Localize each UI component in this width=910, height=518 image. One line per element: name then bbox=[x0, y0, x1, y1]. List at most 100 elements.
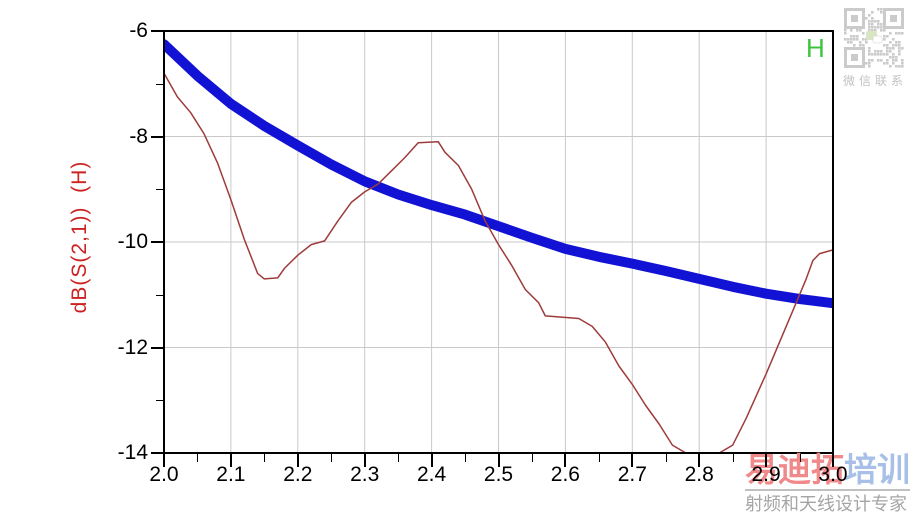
qr-module bbox=[850, 38, 853, 41]
y-tick-label: -6 bbox=[129, 19, 148, 42]
x-tick-mark bbox=[497, 454, 500, 467]
qr-module bbox=[877, 59, 880, 62]
watermark: 易迪拓培训 射频和天线设计专家 bbox=[745, 451, 910, 516]
x-tick-label: 2.0 bbox=[149, 463, 179, 486]
qr-module bbox=[892, 56, 895, 59]
x-minor-tick-mark bbox=[598, 454, 600, 462]
qr-module bbox=[901, 47, 904, 50]
y-tick-label: -12 bbox=[117, 335, 148, 359]
y-axis-title: dB(S(2,1)) (H) bbox=[68, 160, 91, 314]
qr-module bbox=[844, 32, 847, 35]
watermark-subtitle: 射频和天线设计专家 bbox=[745, 494, 907, 514]
qr-module bbox=[868, 14, 871, 17]
qr-module bbox=[901, 65, 904, 68]
qr-module bbox=[868, 59, 871, 62]
qr-module bbox=[880, 50, 883, 53]
qr-finder bbox=[883, 8, 904, 29]
watermark-brand-blue: 培训 bbox=[844, 451, 910, 488]
qr-module bbox=[868, 50, 871, 53]
qr-module bbox=[877, 53, 880, 56]
qr-module bbox=[895, 65, 898, 68]
qr-module bbox=[883, 38, 886, 41]
y-tick-label: -10 bbox=[117, 230, 148, 253]
qr-module bbox=[892, 62, 895, 65]
qr-module bbox=[844, 29, 847, 32]
qr-module bbox=[877, 26, 880, 29]
qr-module bbox=[883, 62, 886, 65]
qr-module bbox=[856, 29, 859, 32]
qr-module bbox=[880, 29, 883, 32]
qr-finder-center bbox=[851, 15, 858, 22]
qr-module bbox=[877, 23, 880, 26]
qr-module bbox=[862, 44, 865, 47]
qr-module bbox=[880, 26, 883, 29]
qr-module bbox=[889, 47, 892, 50]
x-tick-label: 2.8 bbox=[684, 463, 714, 486]
qr-module bbox=[895, 32, 898, 35]
qr-module bbox=[886, 50, 889, 53]
x-tick-mark bbox=[229, 454, 232, 467]
qr-module bbox=[859, 41, 862, 44]
qr-module bbox=[856, 35, 859, 38]
qr-code-icon bbox=[844, 8, 904, 68]
qr-module bbox=[892, 44, 895, 47]
qr-module bbox=[868, 62, 871, 65]
qr-module bbox=[844, 38, 847, 41]
qr-module bbox=[892, 38, 895, 41]
qr-module bbox=[886, 44, 889, 47]
qr-module bbox=[883, 53, 886, 56]
qr-module bbox=[889, 65, 892, 68]
qr-module bbox=[868, 53, 871, 56]
qr-module bbox=[901, 62, 904, 65]
qr-module bbox=[895, 59, 898, 62]
plot-border bbox=[163, 30, 834, 454]
qr-module bbox=[883, 44, 886, 47]
x-tick-label: 2.6 bbox=[550, 463, 580, 486]
x-minor-tick-mark bbox=[732, 454, 734, 462]
y-tick-label: -8 bbox=[129, 124, 148, 148]
qr-module bbox=[892, 53, 895, 56]
qr-module bbox=[853, 38, 856, 41]
qr-module bbox=[865, 38, 868, 41]
qr-module bbox=[850, 29, 853, 32]
x-tick-label: 2.3 bbox=[350, 463, 380, 486]
x-minor-tick-mark bbox=[531, 454, 533, 462]
x-tick-label: 2.4 bbox=[416, 463, 447, 486]
qr-module bbox=[862, 32, 865, 35]
x-minor-tick-mark bbox=[398, 454, 400, 462]
qr-module bbox=[880, 53, 883, 56]
x-tick-label: 2.7 bbox=[617, 463, 647, 486]
qr-module bbox=[865, 17, 868, 20]
x-tick-mark bbox=[163, 454, 165, 467]
watermark-brand: 易迪拓培训 bbox=[745, 451, 910, 491]
x-tick-label: 2.5 bbox=[483, 463, 514, 486]
wechat-qr-block: 微信联系 bbox=[843, 7, 905, 89]
qr-module bbox=[862, 38, 865, 41]
qr-module bbox=[868, 65, 871, 68]
legend-label: H bbox=[806, 33, 825, 63]
qr-module bbox=[859, 44, 862, 47]
qr-module bbox=[847, 41, 850, 44]
x-tick-mark bbox=[296, 454, 299, 467]
qr-module bbox=[856, 38, 859, 41]
qr-module bbox=[895, 41, 898, 44]
qr-module bbox=[877, 50, 880, 53]
x-tick-mark bbox=[564, 454, 567, 467]
qr-module bbox=[886, 53, 889, 56]
qr-module bbox=[883, 35, 886, 38]
qr-module bbox=[889, 56, 892, 59]
qr-module bbox=[889, 50, 892, 53]
qr-module bbox=[901, 32, 904, 35]
series-smooth-thick-trace bbox=[163, 39, 834, 309]
qr-module bbox=[871, 26, 874, 29]
qr-module bbox=[880, 11, 883, 14]
qr-module bbox=[898, 41, 901, 44]
qr-module bbox=[892, 47, 895, 50]
qr-module bbox=[874, 50, 877, 53]
x-tick-mark bbox=[698, 454, 701, 467]
watermark-brand-red: 易迪拓 bbox=[745, 451, 844, 488]
qr-center-icon bbox=[872, 35, 883, 44]
qr-module bbox=[871, 29, 874, 32]
qr-module bbox=[871, 17, 874, 20]
